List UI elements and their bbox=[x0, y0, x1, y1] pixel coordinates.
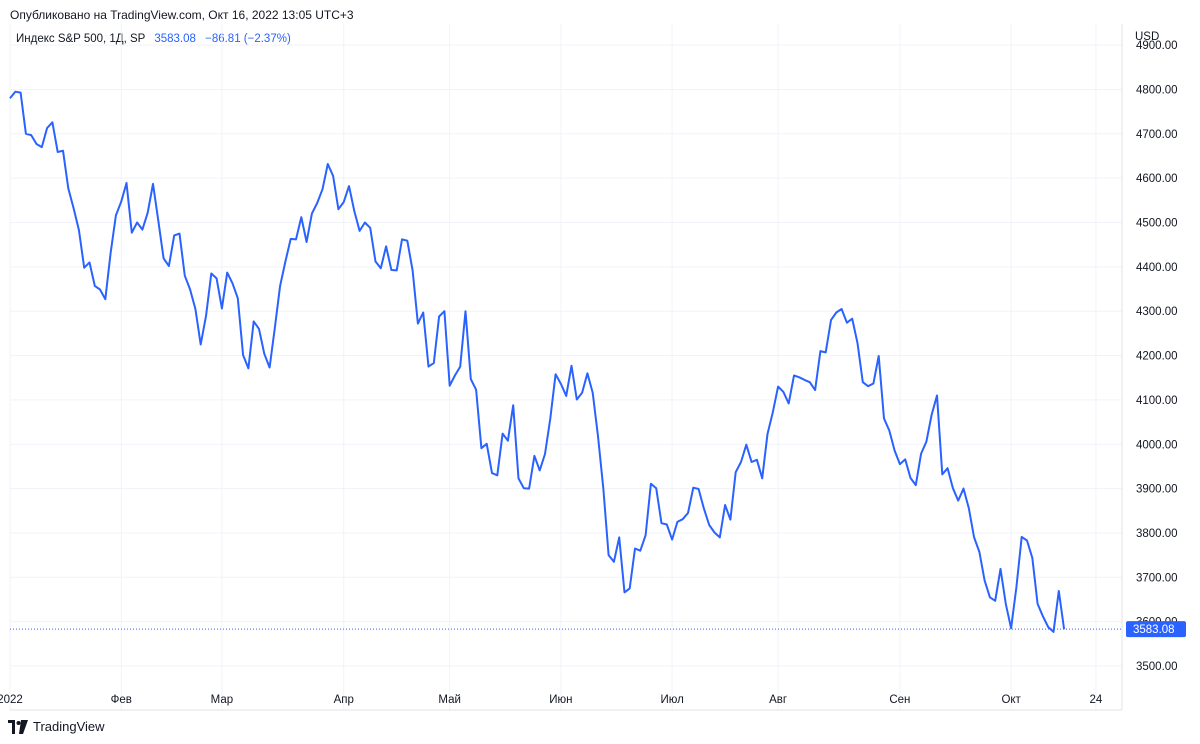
y-tick-label: 4400.00 bbox=[1136, 262, 1178, 274]
last-value: 3583.08 bbox=[154, 33, 196, 45]
y-tick-label: 4000.00 bbox=[1136, 439, 1178, 451]
y-tick-label: 4200.00 bbox=[1136, 351, 1178, 363]
x-tick-label: Июн bbox=[549, 694, 572, 706]
x-tick-label: Фев bbox=[111, 694, 132, 706]
time-axis[interactable]: 2022 Фев Мар Апр Май Июн Июл Авг Сен Окт 24 bbox=[0, 694, 1103, 706]
chart-legend: Индекс S&P 500, 1Д, SP 3583.08 −86.81 (−… bbox=[16, 33, 291, 45]
x-tick-label: Окт bbox=[1001, 694, 1021, 706]
footer: TradingView bbox=[8, 719, 105, 734]
tradingview-logo-icon bbox=[8, 719, 28, 734]
symbol-title[interactable]: Индекс S&P 500, 1Д, SP bbox=[16, 33, 146, 45]
x-tick-label: Авг bbox=[769, 694, 787, 706]
x-tick-label: Июл bbox=[660, 694, 683, 706]
x-tick-label: Май bbox=[438, 694, 461, 706]
last-price-tag-bg bbox=[1126, 621, 1186, 638]
y-tick-label: 3800.00 bbox=[1136, 528, 1178, 540]
y-tick-label: 3500.00 bbox=[1136, 661, 1178, 673]
series-line[interactable] bbox=[9, 90, 1066, 633]
y-tick-label: 4600.00 bbox=[1136, 173, 1178, 185]
last-price-tag-text: 3583.08 bbox=[1133, 624, 1175, 636]
x-tick-label: Сен bbox=[889, 694, 910, 706]
price-change: −86.81 (−2.37%) bbox=[205, 33, 291, 45]
x-tick-label: 24 bbox=[1089, 694, 1102, 706]
y-tick-label: 4900.00 bbox=[1136, 40, 1178, 52]
y-tick-label: 4300.00 bbox=[1136, 306, 1178, 318]
published-caption: Опубликовано на TradingView.com, Окт 16,… bbox=[10, 8, 354, 22]
y-tick-label: 4500.00 bbox=[1136, 218, 1178, 230]
y-tick-label: 3900.00 bbox=[1136, 484, 1178, 496]
x-tick-label: 2022 bbox=[0, 694, 23, 706]
last-price-tag: 3583.08 bbox=[1126, 621, 1186, 638]
y-tick-label: 3700.00 bbox=[1136, 572, 1178, 584]
currency-label[interactable]: USD bbox=[1135, 31, 1160, 43]
grid-lines bbox=[9, 24, 1122, 710]
x-tick-label: Мар bbox=[211, 694, 234, 706]
tradingview-brand: TradingView bbox=[33, 719, 105, 734]
y-tick-label: 4800.00 bbox=[1136, 84, 1178, 96]
y-tick-label: 4100.00 bbox=[1136, 395, 1178, 407]
price-axis[interactable]: 3500.003600.003700.003800.003900.004000.… bbox=[1136, 40, 1178, 673]
x-tick-label: Апр bbox=[334, 694, 354, 706]
y-tick-label: 4700.00 bbox=[1136, 129, 1178, 141]
